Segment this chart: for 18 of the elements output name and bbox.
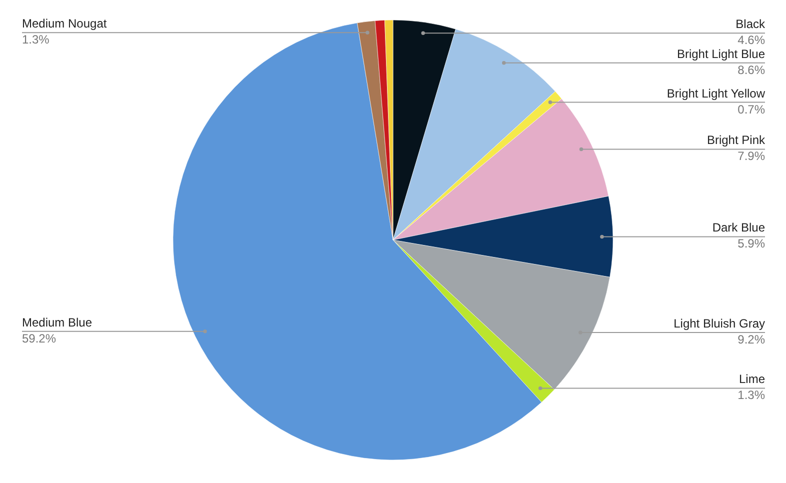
- data-label: 8.6%: [738, 62, 766, 77]
- data-label: 1.3%: [22, 32, 50, 47]
- slice-label: Bright Light Blue: [676, 46, 766, 61]
- slice-label: Bright Light Yellow: [666, 86, 766, 100]
- slice-label: Medium Nougat: [22, 16, 108, 31]
- data-label: 7.9%: [738, 149, 766, 164]
- slice-label: Light Bluish Gray: [674, 316, 765, 331]
- slice-label: Dark Blue: [712, 220, 766, 235]
- data-label: 9.2%: [738, 332, 766, 347]
- slice-label: Lime: [738, 372, 766, 386]
- data-label: 5.9%: [738, 236, 766, 251]
- slice-label: Bright Pink: [706, 133, 766, 148]
- slice-label: Medium Blue: [22, 315, 92, 330]
- data-label: 4.6%: [738, 33, 766, 48]
- data-label: 59.2%: [22, 331, 56, 346]
- data-label: 1.3%: [738, 388, 766, 402]
- slice-label: Black: [736, 17, 766, 32]
- data-label: 0.7%: [738, 102, 766, 116]
